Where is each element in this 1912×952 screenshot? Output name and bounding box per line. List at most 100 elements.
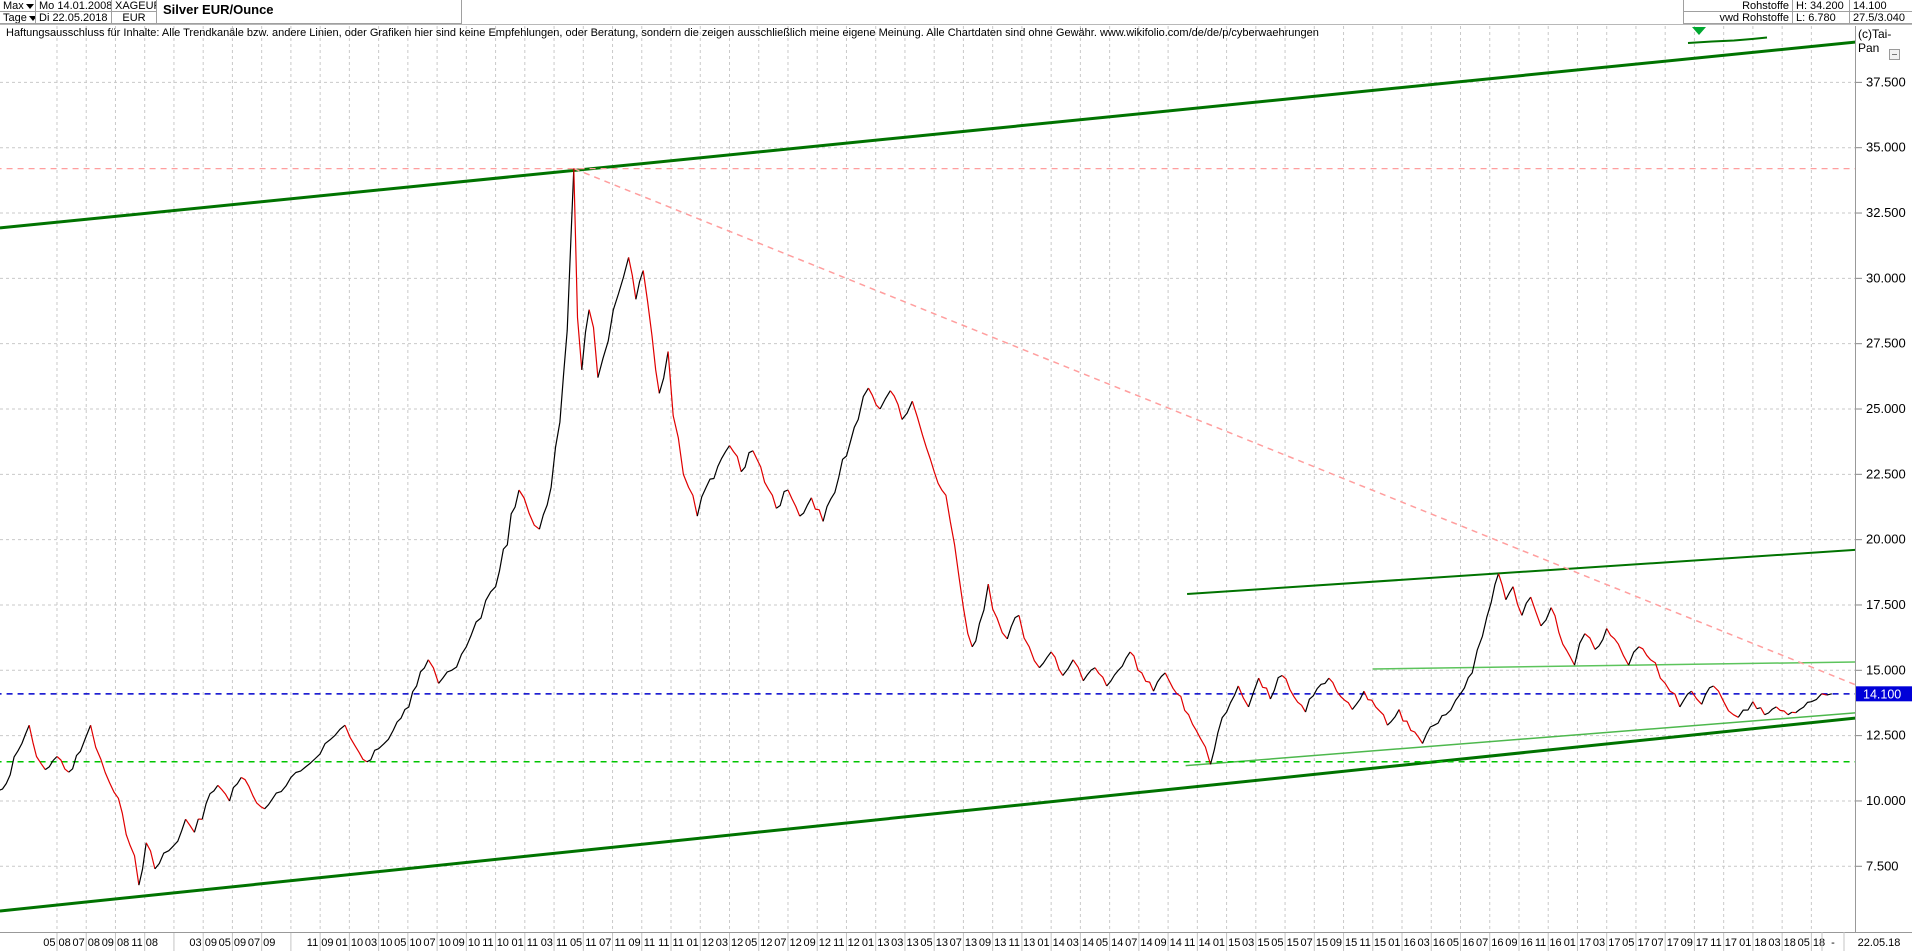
svg-text:09 14: 09 14 [1154,937,1182,949]
svg-text:11 15: 11 15 [1359,937,1386,949]
svg-text:22.500: 22.500 [1866,466,1906,481]
collapse-panel-icon[interactable] [1889,49,1900,60]
svg-text:32.500: 32.500 [1866,205,1906,220]
svg-text:03 12: 03 12 [716,937,744,949]
svg-text:05 11: 05 11 [570,937,597,949]
spread-value: 27.5/3.040 [1850,12,1912,24]
period-dropdown-label: Tage [3,12,27,24]
mini-sparkline [1687,36,1768,44]
svg-text:01 14: 01 14 [1037,937,1065,949]
range-dropdown-label: Max [3,0,24,12]
end-date: Di 22.05.2018 [36,12,112,24]
svg-text:07 16: 07 16 [1476,937,1504,949]
svg-text:07 13: 07 13 [950,937,978,949]
range-dropdown[interactable]: Max [0,0,36,12]
svg-text:01 10: 01 10 [336,937,364,949]
svg-text:09 15: 09 15 [1330,937,1358,949]
svg-text:10.000: 10.000 [1866,793,1906,808]
chevron-down-icon [25,3,34,9]
svg-text:07 09: 07 09 [248,937,276,949]
svg-text:09 16: 09 16 [1505,937,1533,949]
svg-text:05 08: 05 08 [43,937,71,949]
downtrend-from-2011-high [573,167,1855,686]
svg-text:17.500: 17.500 [1866,597,1906,612]
upper-trend-channel [0,40,1855,230]
svg-text:-: - [1831,937,1835,949]
inner-rising-support [1185,712,1855,767]
chevron-down-icon [28,15,35,21]
svg-text:03 18: 03 18 [1768,937,1796,949]
svg-text:30.000: 30.000 [1866,270,1906,285]
high-value: H: 34.200 [1793,0,1850,12]
svg-text:11 16: 11 16 [1535,937,1562,949]
svg-text:11 13: 11 13 [1009,937,1036,949]
lower-trend-channel [0,716,1855,913]
resistance-15-2 [1372,661,1855,670]
trend-down-arrow-icon [1692,27,1706,35]
gridlines [0,26,1855,951]
svg-text:22.05.18: 22.05.18 [1858,937,1901,949]
svg-text:01 17: 01 17 [1564,937,1592,949]
svg-text:09 08: 09 08 [102,937,130,949]
svg-text:01 11: 01 11 [511,937,538,949]
svg-text:05 18: 05 18 [1798,937,1826,949]
svg-text:03 13: 03 13 [891,937,919,949]
svg-text:05 14: 05 14 [1096,937,1124,949]
svg-text:09 17: 09 17 [1681,937,1709,949]
svg-text:03 11: 03 11 [541,937,568,949]
svg-text:01 16: 01 16 [1388,937,1416,949]
y-axis-labels: 37.500 35.000 32.500 30.000 27.500 25.000 22.5… [1855,74,1906,873]
svg-text:12.500: 12.500 [1866,728,1906,743]
svg-text:05 10: 05 10 [394,937,422,949]
svg-text:35.000: 35.000 [1866,140,1906,155]
svg-text:01 12: 01 12 [686,937,714,949]
price-series [0,168,1832,886]
svg-text:09 13: 09 13 [979,937,1007,949]
svg-text:37.500: 37.500 [1866,74,1906,89]
symbol-currency: EUR [112,12,157,24]
inner-rising-resistance [1187,548,1855,595]
svg-text:07 10: 07 10 [423,937,451,949]
svg-text:07 14: 07 14 [1125,937,1153,949]
svg-text:20.000: 20.000 [1866,532,1906,547]
low-value: L: 6.780 [1793,12,1850,24]
svg-text:15.000: 15.000 [1866,662,1906,677]
svg-text:7.500: 7.500 [1866,858,1899,873]
svg-text:03 10: 03 10 [365,937,393,949]
svg-text:09 12: 09 12 [803,937,831,949]
svg-text:11 08: 11 08 [131,937,158,949]
svg-text:03 17: 03 17 [1593,937,1621,949]
svg-text:03 09: 03 09 [189,937,217,949]
svg-text:05 12: 05 12 [745,937,773,949]
svg-text:05 17: 05 17 [1622,937,1650,949]
svg-text:11 12: 11 12 [833,937,860,949]
svg-text:27.500: 27.500 [1866,336,1906,351]
svg-text:05 15: 05 15 [1271,937,1299,949]
svg-text:05 16: 05 16 [1447,937,1475,949]
last-value: 14.100 [1850,0,1912,12]
svg-text:01 13: 01 13 [862,937,890,949]
svg-text:01 15: 01 15 [1213,937,1241,949]
period-dropdown[interactable]: Tage [0,12,36,24]
svg-text:07 15: 07 15 [1301,937,1329,949]
source-label: vwd Rohstoffe [1683,12,1793,24]
svg-text:01 18: 01 18 [1739,937,1767,949]
svg-text:07 17: 07 17 [1651,937,1679,949]
svg-text:11 11: 11 11 [658,937,684,949]
page-title: Silver EUR/Ounce [157,0,462,24]
svg-text:03 16: 03 16 [1417,937,1445,949]
copyright-label: (c)Tai-Pan [1858,27,1892,55]
svg-text:11 09: 11 09 [307,937,334,949]
svg-text:09 11: 09 11 [628,937,655,949]
svg-text:07 12: 07 12 [774,937,802,949]
trendlines [0,40,1855,913]
svg-text:11 14: 11 14 [1184,937,1211,949]
start-date: Mo 14.01.2008 [36,0,112,12]
svg-text:09 10: 09 10 [453,937,481,949]
last-price-badge: 14.100 [1856,686,1912,702]
x-axis-labels: 05 08 07 08 09 08 11 08 03 09 05 09 07 09 11 09… [43,932,1900,951]
svg-text:14.100: 14.100 [1863,687,1901,701]
symbol-code: XAGEUR [112,0,157,12]
